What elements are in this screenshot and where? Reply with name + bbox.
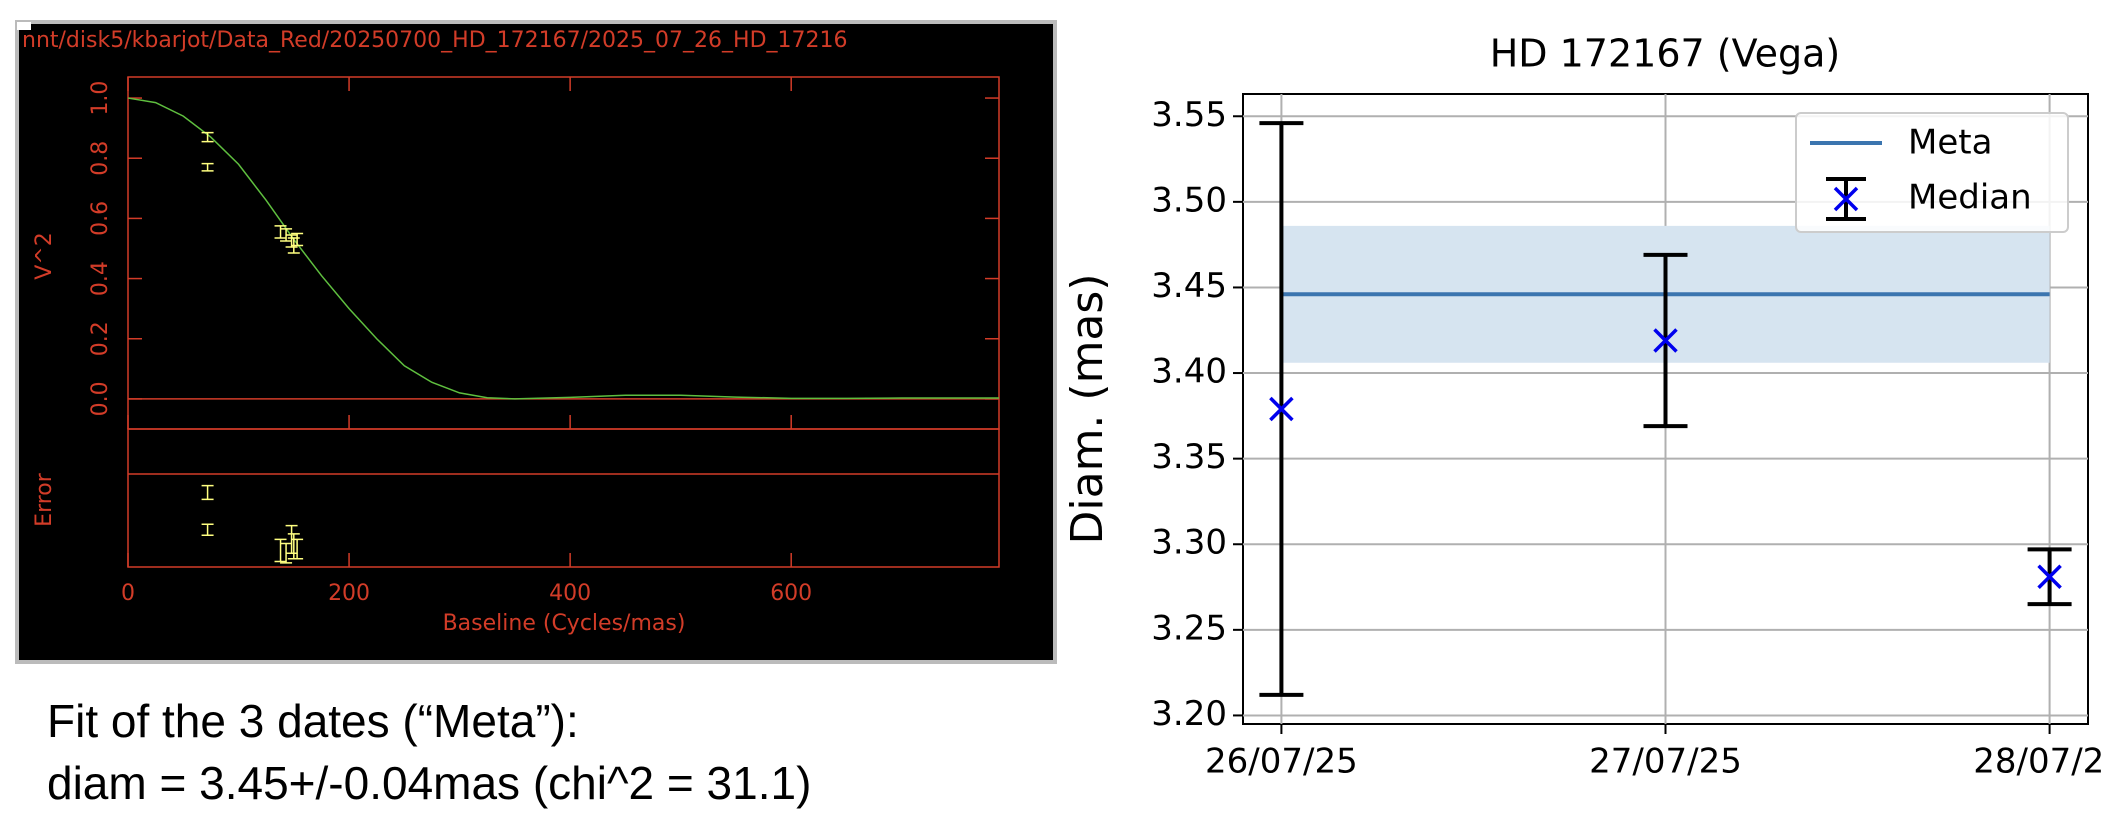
window-corner [17, 22, 31, 30]
x-tick-label: 200 [328, 581, 370, 606]
y-axis-label: V^2 [32, 232, 57, 279]
legend-label: Median [1908, 178, 2032, 218]
error-bar [201, 484, 214, 501]
caption-line: diam = 3.45+/-0.04mas (chi^2 = 31.1) [47, 757, 811, 809]
x-tick-label: 27/07/25 [1589, 742, 1742, 782]
error-bar [291, 538, 304, 560]
caption-line: Fit of the 3 dates (“Meta”): [47, 695, 579, 747]
x-tick-label: 28/07/25 [1973, 742, 2106, 782]
median-marker [1653, 328, 1678, 353]
y-tick-label: 3.25 [1151, 608, 1227, 648]
lower-frame [127, 428, 1000, 568]
error-bar [291, 232, 304, 247]
y-tick-label: 0.2 [88, 321, 113, 356]
y-tick-label: 0.8 [88, 141, 113, 176]
y-tick-label: 3.35 [1151, 437, 1227, 477]
y-tick-label: 3.20 [1151, 694, 1227, 734]
screenshot-frame [15, 20, 1057, 664]
x-tick-label: 600 [770, 581, 812, 606]
y-tick-label: 0.4 [88, 261, 113, 296]
legend-label: Meta [1908, 123, 1992, 163]
model-curve [127, 97, 999, 400]
y-tick-label: 0.6 [88, 201, 113, 236]
median-marker [2037, 564, 2062, 590]
x-tick-label: 400 [549, 581, 591, 606]
y-tick-label: 3.55 [1151, 95, 1227, 135]
y-tick-label: 3.40 [1151, 352, 1227, 392]
y-tick-label: 3.30 [1151, 523, 1227, 563]
legend-median-marker [1833, 186, 1859, 212]
y-tick-label: 3.45 [1151, 266, 1227, 306]
error-bar [201, 131, 214, 143]
error-bar [201, 523, 214, 537]
chart-title: HD 172167 (Vega) [1490, 32, 1841, 76]
y-tick-label: 3.50 [1151, 180, 1227, 220]
error-bar [274, 225, 287, 239]
plot-path-title: nnt/disk5/kbarjot/Data_Red/20250700_HD_1… [22, 28, 848, 53]
error-axis-label: Error [32, 472, 57, 527]
y-tick-label: 0.0 [88, 381, 113, 416]
error-bar [201, 162, 214, 172]
median-marker [1269, 396, 1294, 422]
x-tick-label: 26/07/25 [1205, 742, 1358, 782]
y-axis-label: Diam. (mas) [1062, 274, 1113, 545]
x-tick-label: 0 [121, 581, 135, 606]
x-axis-label: Baseline (Cycles/mas) [443, 611, 686, 636]
y-tick-label: 1.0 [88, 81, 113, 116]
